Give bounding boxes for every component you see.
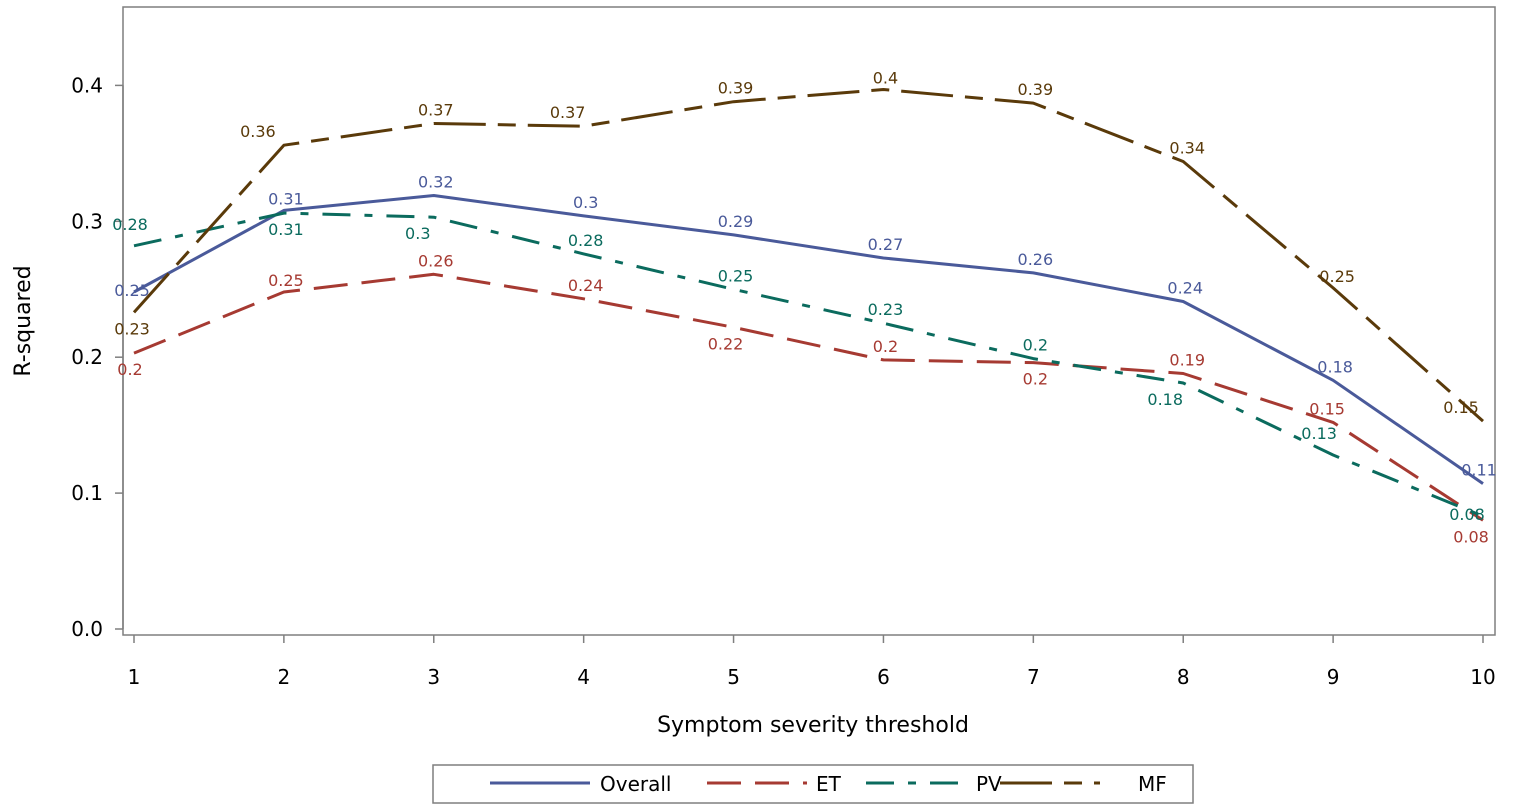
data-label-overall: 0.11	[1461, 461, 1497, 480]
data-label-mf: 0.23	[114, 319, 150, 338]
data-label-overall: 0.3	[573, 193, 598, 212]
data-label-mf: 0.39	[718, 79, 754, 98]
data-label-overall: 0.32	[418, 172, 454, 191]
legend-label-mf: MF	[1138, 772, 1167, 796]
data-label-overall: 0.29	[718, 212, 754, 231]
data-label-pv: 0.13	[1301, 424, 1337, 443]
series-line-overall	[133, 194, 1484, 485]
x-tick-label: 3	[427, 665, 440, 689]
y-axis: 0.0 0.1 0.2 0.3 0.4	[71, 73, 124, 641]
series-lines	[132, 88, 1484, 522]
y-tick-label: 0.3	[71, 209, 103, 233]
legend: Overall ET PV MF	[432, 764, 1194, 804]
data-label-mf: 0.15	[1443, 398, 1479, 417]
legend-label-et: ET	[816, 772, 842, 796]
data-label-mf: 0.34	[1169, 139, 1205, 158]
x-tick-label: 8	[1177, 665, 1190, 689]
x-tick-label: 5	[727, 665, 740, 689]
y-tick-label: 0.4	[71, 73, 103, 97]
y-tick-label: 0.1	[71, 481, 103, 505]
data-label-et: 0.2	[1023, 370, 1048, 389]
data-label-pv: 0.2	[1023, 336, 1048, 355]
data-label-pv: 0.28	[568, 231, 604, 250]
x-tick-label: 10	[1470, 665, 1495, 689]
x-tick-label: 2	[278, 665, 291, 689]
data-label-pv: 0.18	[1147, 390, 1183, 409]
legend-label-overall: Overall	[600, 772, 671, 796]
x-tick-label: 7	[1027, 665, 1040, 689]
data-label-et: 0.2	[117, 360, 142, 379]
data-label-mf: 0.37	[550, 103, 586, 122]
data-label-overall: 0.31	[268, 189, 304, 208]
data-label-mf: 0.36	[240, 122, 276, 141]
legend-label-pv: PV	[976, 772, 1002, 796]
x-tick-label: 4	[577, 665, 590, 689]
data-label-et: 0.22	[708, 334, 744, 353]
x-axis-title: Symptom severity threshold	[657, 713, 969, 738]
y-tick-label: 0.0	[71, 617, 103, 641]
data-label-overall: 0.24	[1167, 278, 1203, 297]
data-label-mf: 0.25	[1319, 267, 1355, 286]
data-label-et: 0.08	[1453, 527, 1489, 546]
x-tick-label: 9	[1327, 665, 1340, 689]
data-label-pv: 0.25	[718, 266, 754, 285]
y-axis-title: R-squared	[11, 265, 36, 376]
data-label-mf: 0.4	[873, 68, 898, 87]
data-label-pv: 0.31	[268, 220, 304, 239]
series-line-et	[133, 272, 1484, 522]
series-line-mf	[132, 88, 1484, 423]
data-label-mf: 0.39	[1018, 80, 1054, 99]
data-label-et: 0.26	[418, 251, 454, 270]
x-axis: 1 2 3 4 5 6 7 8 9 10	[128, 635, 1496, 689]
data-label-pv: 0.08	[1449, 505, 1485, 524]
data-label-overall: 0.18	[1317, 357, 1353, 376]
data-label-overall: 0.25	[114, 281, 150, 300]
x-tick-label: 1	[128, 665, 141, 689]
data-label-pv: 0.3	[405, 224, 430, 243]
data-label-et: 0.15	[1309, 399, 1345, 418]
data-label-et: 0.24	[568, 276, 604, 295]
data-label-mf: 0.37	[418, 100, 454, 119]
y-tick-label: 0.2	[71, 345, 103, 369]
data-label-overall: 0.26	[1018, 250, 1054, 269]
x-tick-label: 6	[877, 665, 890, 689]
data-label-overall: 0.27	[868, 235, 904, 254]
data-label-pv: 0.28	[112, 215, 148, 234]
series-data-labels: 0.25 0.31 0.32 0.3 0.29 0.27 0.26 0.24 0.18 0.11 0…	[112, 68, 1497, 546]
data-label-et: 0.19	[1169, 351, 1205, 370]
data-label-et: 0.25	[268, 271, 304, 290]
data-label-et: 0.2	[873, 337, 898, 356]
series-line-pv	[133, 211, 1484, 518]
data-label-pv: 0.23	[868, 300, 904, 319]
